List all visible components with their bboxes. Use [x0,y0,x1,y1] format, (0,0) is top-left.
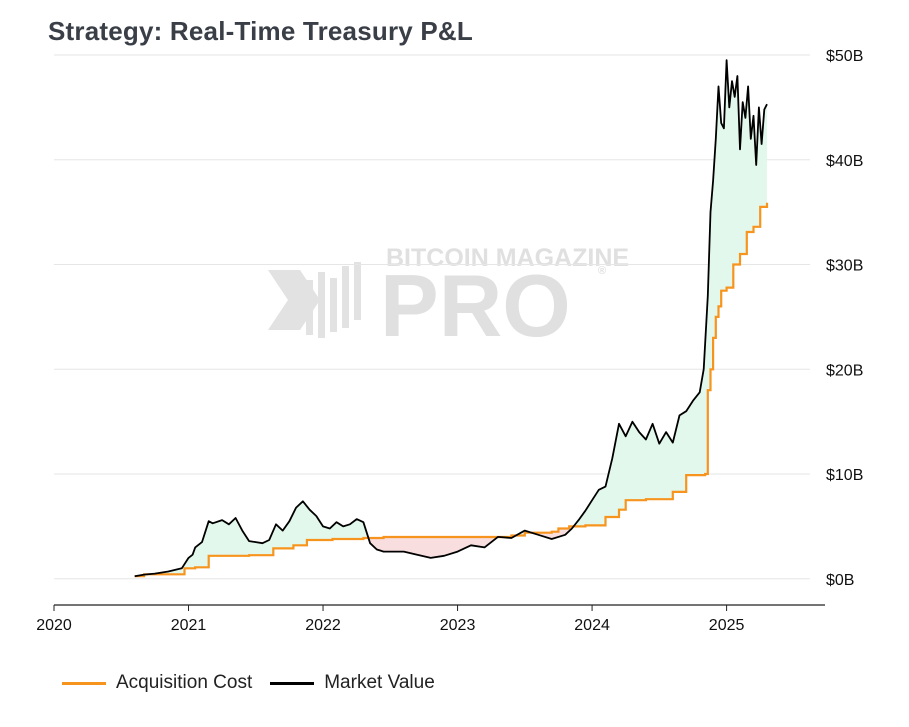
watermark: BITCOIN MAGAZINE PRO ® [268,244,629,355]
y-tick-label: $0B [826,572,854,589]
legend: Acquisition Cost Market Value [62,672,435,694]
chart-title: Strategy: Real-Time Treasury P&L [48,16,473,46]
market-value-line [134,59,768,578]
y-tick-label: $10B [826,467,863,484]
watermark-line1: BITCOIN MAGAZINE [386,244,629,272]
x-tick-label: 2025 [709,617,745,634]
legend-label-acquisition: Acquisition Cost [116,672,253,693]
y-tick-label: $50B [826,48,863,65]
acquisition-cost-line [134,202,769,578]
x-tick-label: 2020 [36,617,72,634]
watermark-line2: PRO [380,256,571,355]
series-lines [134,59,769,578]
profit-area [148,501,369,575]
y-axis: $0B $10B $20B $30B $40B $50B [826,48,863,589]
grid-lines [54,54,810,580]
market-swatch-icon [270,681,315,685]
watermark-logo-icon [268,262,361,338]
y-tick-label: $20B [826,362,863,379]
legend-label-market: Market Value [324,672,435,693]
y-tick-label: $30B [826,258,863,275]
y-tick-label: $40B [826,153,863,170]
x-tick-label: 2023 [440,617,476,634]
loss-area [368,536,499,558]
x-axis: 2020 2021 2022 2023 2024 2025 [36,604,825,634]
x-tick-label: 2024 [574,617,610,634]
legend-item-market[interactable]: Market Value [270,672,435,694]
acquisition-swatch-icon [62,681,106,685]
profit-area [574,65,767,527]
watermark-registered: ® [598,265,606,277]
x-tick-label: 2022 [305,617,341,634]
x-tick-label: 2021 [171,617,207,634]
legend-item-acquisition[interactable]: Acquisition Cost [62,672,252,694]
